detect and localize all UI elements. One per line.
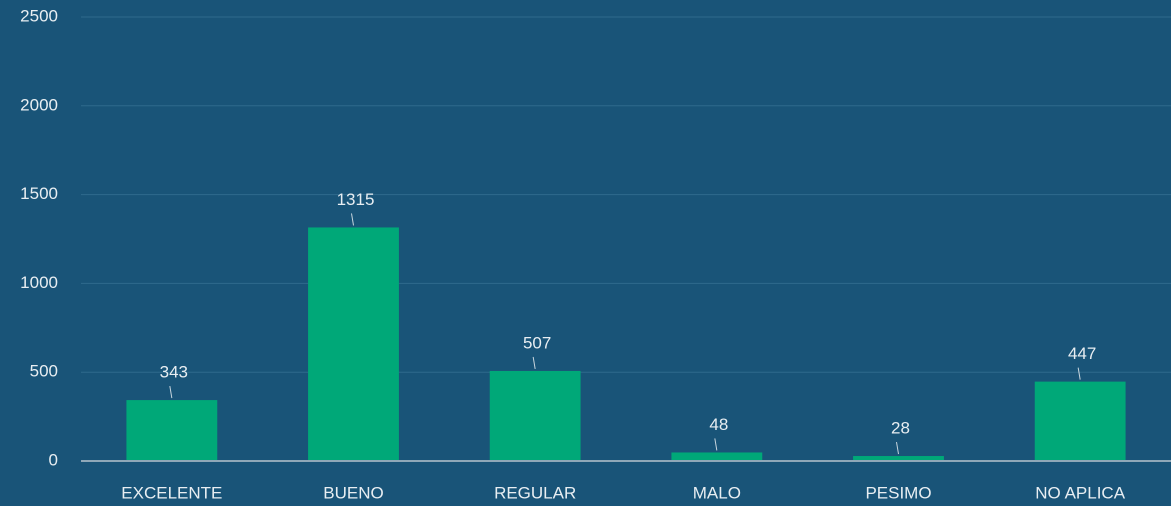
bar bbox=[126, 400, 218, 461]
leader-line bbox=[896, 441, 899, 455]
x-tick-label: REGULAR bbox=[494, 483, 576, 502]
x-tick-label: EXCELENTE bbox=[121, 483, 222, 502]
leader-line bbox=[1077, 367, 1081, 380]
leader-line bbox=[532, 356, 536, 370]
y-tick-label: 1500 bbox=[20, 184, 58, 203]
data-label: 48 bbox=[709, 415, 728, 434]
y-tick-label: 2000 bbox=[20, 95, 58, 114]
x-tick-label: BUENO bbox=[323, 483, 383, 502]
y-tick-label: 0 bbox=[49, 450, 58, 469]
y-tick-label: 1000 bbox=[20, 273, 58, 292]
bar bbox=[489, 370, 581, 461]
data-label: 28 bbox=[891, 419, 910, 438]
leader-line bbox=[714, 438, 718, 451]
bar bbox=[1034, 381, 1126, 461]
x-tick-label: MALO bbox=[693, 483, 741, 502]
y-tick-label: 2500 bbox=[20, 6, 58, 25]
bar bbox=[853, 456, 944, 461]
x-tick-label: PESIMO bbox=[865, 483, 931, 502]
data-label: 343 bbox=[160, 363, 188, 382]
leader-line bbox=[169, 386, 173, 399]
y-tick-label: 500 bbox=[30, 362, 58, 381]
data-label: 507 bbox=[523, 333, 551, 352]
bar bbox=[671, 452, 763, 461]
x-tick-label: NO APLICA bbox=[1035, 483, 1125, 502]
data-label: 447 bbox=[1068, 344, 1096, 363]
leader-line bbox=[351, 213, 354, 226]
data-label: 1315 bbox=[337, 190, 375, 209]
bar bbox=[308, 227, 399, 461]
